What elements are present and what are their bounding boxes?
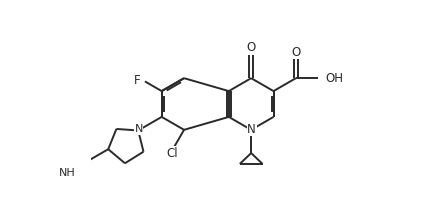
Text: NH: NH bbox=[58, 168, 75, 178]
Text: O: O bbox=[246, 41, 256, 54]
Text: OH: OH bbox=[326, 72, 344, 85]
Text: N: N bbox=[135, 124, 143, 134]
Text: N: N bbox=[247, 123, 256, 136]
Text: Cl: Cl bbox=[166, 147, 178, 160]
Text: F: F bbox=[134, 74, 141, 87]
Text: O: O bbox=[291, 46, 301, 59]
